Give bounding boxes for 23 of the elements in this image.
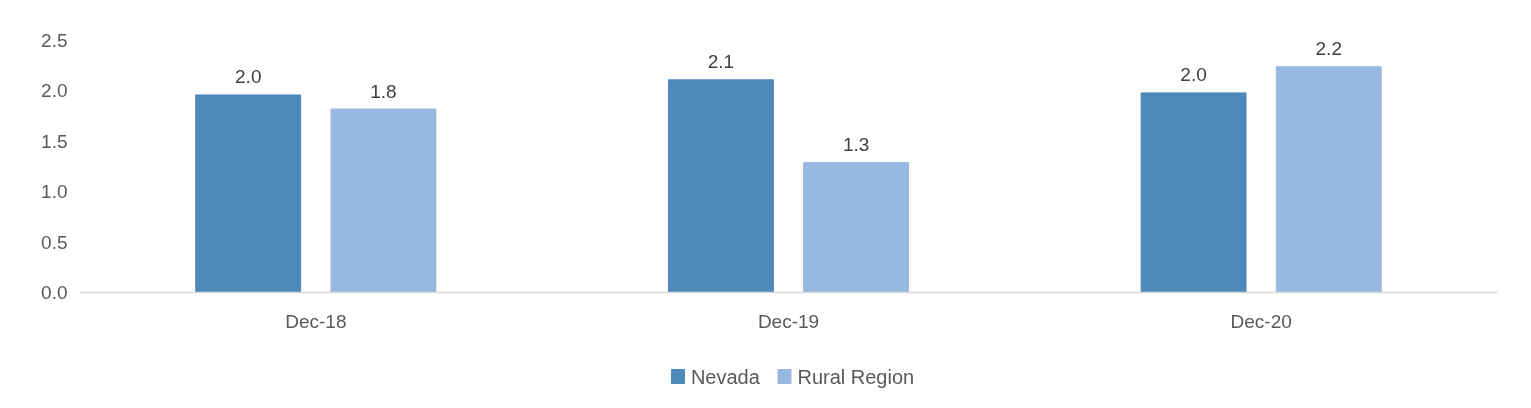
bar bbox=[330, 108, 437, 293]
data-label: 2.0 bbox=[235, 66, 262, 88]
data-label: 2.0 bbox=[1180, 64, 1207, 86]
data-label: 2.1 bbox=[707, 51, 735, 73]
data-label: 1.8 bbox=[370, 80, 397, 102]
bar bbox=[195, 94, 302, 293]
y-tick-label: 1.0 bbox=[41, 181, 68, 203]
y-tick-label: 2.0 bbox=[41, 80, 68, 102]
bar bbox=[1140, 92, 1247, 293]
x-tick-label: Dec-18 bbox=[285, 310, 347, 332]
y-tick-label: 1.5 bbox=[41, 130, 68, 152]
data-label: 2.2 bbox=[1315, 38, 1342, 60]
bar bbox=[1275, 66, 1382, 293]
y-tick-label: 0.0 bbox=[41, 282, 68, 303]
legend-label: Rural Region bbox=[797, 365, 915, 388]
bar bbox=[667, 79, 774, 293]
y-tick-label: 2.5 bbox=[41, 30, 68, 51]
bar bbox=[803, 161, 910, 293]
x-tick-label: Dec-19 bbox=[757, 310, 820, 332]
data-label: 1.3 bbox=[842, 133, 870, 155]
legend-label: Nevada bbox=[690, 365, 761, 388]
x-tick-label: Dec-20 bbox=[1230, 310, 1292, 332]
y-tick-label: 0.5 bbox=[41, 231, 68, 253]
